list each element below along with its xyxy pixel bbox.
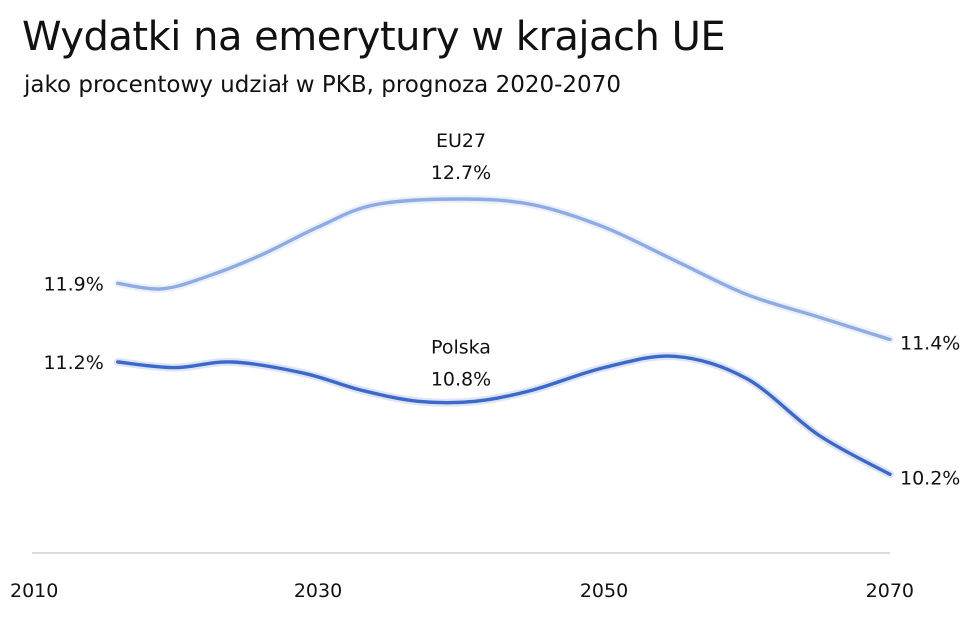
data-label-mid-eu27: 12.7% — [431, 162, 491, 184]
series-name-eu27: EU27 — [436, 130, 486, 152]
x-tick-label: 2050 — [580, 580, 628, 602]
data-label-start-eu27: 11.9% — [43, 273, 103, 295]
data-label-start-polska: 11.2% — [43, 352, 103, 374]
x-tick-label: 2030 — [294, 580, 342, 602]
series-name-polska: Polska — [431, 336, 491, 358]
x-tick-label: 2010 — [10, 580, 58, 602]
data-label-end-polska: 10.2% — [900, 467, 960, 489]
data-label-end-eu27: 11.4% — [900, 333, 960, 355]
series-line-glow-eu27 — [113, 195, 894, 344]
series-line-polska — [116, 354, 892, 476]
chart-title: Wydatki na emerytury w krajach UE — [22, 14, 726, 60]
series-line-glow-polska — [113, 352, 894, 479]
chart-subtitle: jako procentowy udział w PKB, prognoza 2… — [24, 72, 621, 98]
series-line-eu27 — [116, 197, 892, 342]
data-label-mid-polska: 10.8% — [431, 368, 491, 390]
x-tick-label: 2070 — [866, 580, 914, 602]
